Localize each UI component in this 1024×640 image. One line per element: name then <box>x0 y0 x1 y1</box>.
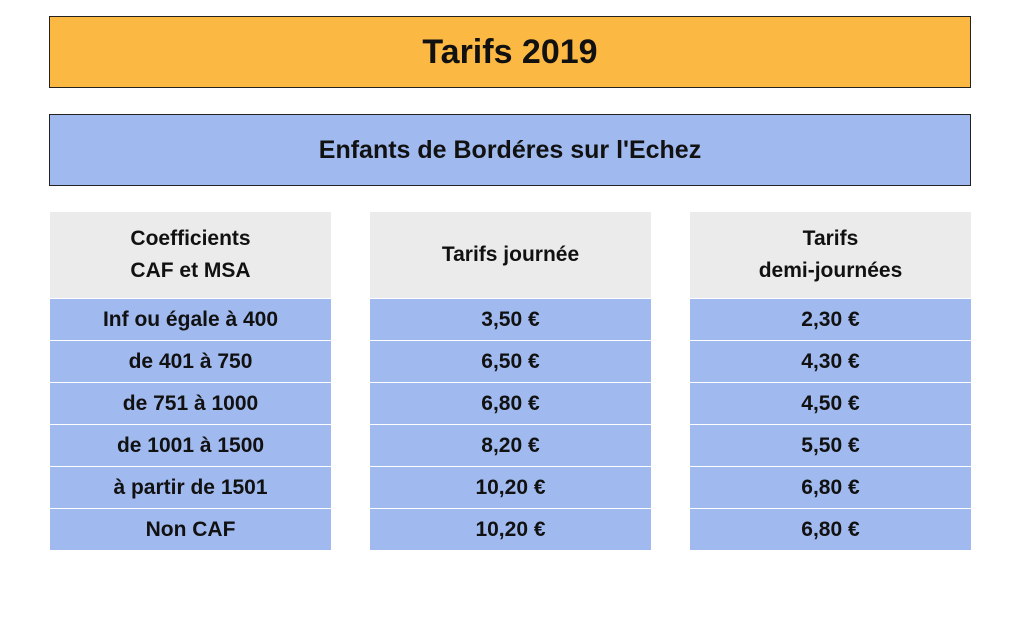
column-header-coefficients: Coefficients CAF et MSA <box>50 212 331 298</box>
table-cell: Non CAF <box>50 509 331 550</box>
header-line: Coefficients <box>130 227 251 250</box>
header-line: demi-journées <box>758 259 903 282</box>
half-day-column: Tarifs demi-journées 2,30 € 4,30 € 4,50 … <box>690 212 971 550</box>
table-cell: 10,20 € <box>370 509 651 550</box>
table-cell: 6,50 € <box>370 341 651 382</box>
column-header-half-day: Tarifs demi-journées <box>690 212 971 298</box>
table-cell: 5,50 € <box>690 425 971 466</box>
table-cell: 10,20 € <box>370 467 651 508</box>
page-subtitle: Enfants de Bordéres sur l'Echez <box>49 114 971 186</box>
page-subtitle-text: Enfants de Bordéres sur l'Echez <box>318 135 702 164</box>
table-cell: 4,50 € <box>690 383 971 424</box>
column-header-full-day: Tarifs journée <box>370 212 651 298</box>
table-cell: de 1001 à 1500 <box>50 425 331 466</box>
page-title-text: Tarifs 2019 <box>422 32 598 71</box>
table-cell: 6,80 € <box>370 383 651 424</box>
header-line: Tarifs journée <box>441 243 580 266</box>
coefficient-column: Coefficients CAF et MSA Inf ou égale à 4… <box>50 212 331 550</box>
table-cell: de 401 à 750 <box>50 341 331 382</box>
table-cell: 8,20 € <box>370 425 651 466</box>
table-cell: 6,80 € <box>690 509 971 550</box>
table-cell: 6,80 € <box>690 467 971 508</box>
full-day-column: Tarifs journée 3,50 € 6,50 € 6,80 € 8,20… <box>370 212 651 550</box>
table-cell: de 751 à 1000 <box>50 383 331 424</box>
table-cell: 3,50 € <box>370 299 651 340</box>
table-cell: 4,30 € <box>690 341 971 382</box>
header-line: CAF et MSA <box>130 259 251 282</box>
page-title: Tarifs 2019 <box>49 16 971 88</box>
header-line: Tarifs <box>802 227 859 250</box>
table-cell: Inf ou égale à 400 <box>50 299 331 340</box>
table-cell: 2,30 € <box>690 299 971 340</box>
table-cell: à partir de 1501 <box>50 467 331 508</box>
